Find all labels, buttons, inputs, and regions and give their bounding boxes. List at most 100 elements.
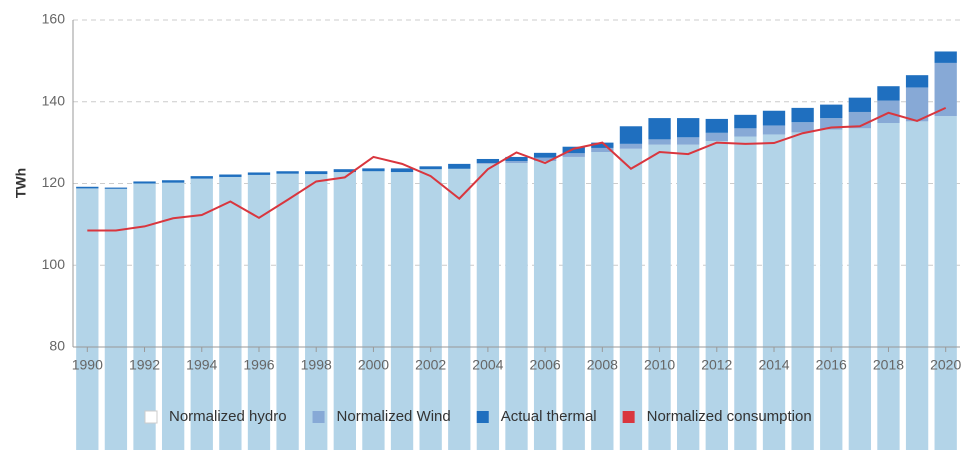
x-tick-label: 2012 [701, 357, 732, 373]
bar [648, 118, 671, 140]
bar [705, 118, 728, 133]
bar [219, 174, 242, 177]
x-tick-label: 1996 [243, 357, 274, 373]
bar [562, 153, 585, 157]
x-tick-label: 2006 [530, 357, 561, 373]
bar [448, 168, 471, 450]
bar [161, 180, 185, 183]
y-axis-label: TWh [13, 168, 29, 198]
x-tick-label: 1998 [301, 357, 332, 373]
y-tick-label: 100 [42, 256, 66, 272]
bar [390, 172, 414, 450]
bar [161, 182, 185, 450]
legend-label: Normalized Wind [337, 408, 451, 425]
x-tick-label: 1990 [72, 357, 103, 373]
bar [905, 75, 929, 88]
bar [104, 187, 128, 189]
x-tick-label: 2018 [873, 357, 904, 373]
bar [333, 169, 356, 173]
legend-swatch [312, 411, 325, 423]
bar [133, 183, 156, 450]
bar [762, 125, 786, 135]
bar [734, 128, 757, 137]
bar [905, 121, 929, 450]
bar [762, 110, 786, 126]
bar [505, 156, 528, 162]
bars [76, 51, 957, 450]
bar [848, 97, 872, 112]
bar [648, 139, 671, 145]
legend-label: Normalized hydro [169, 408, 287, 425]
bar [76, 186, 99, 189]
x-tick-label: 2000 [358, 357, 389, 373]
line [87, 106, 947, 232]
legend-label: Actual thermal [501, 408, 597, 425]
bar [104, 188, 128, 450]
bar [419, 166, 442, 170]
x-tick-label: 1992 [129, 357, 160, 373]
bar [219, 176, 242, 450]
bar [476, 158, 500, 164]
bar [476, 163, 500, 450]
bar [934, 51, 957, 63]
bar [734, 136, 757, 450]
y-tick-label: 140 [42, 92, 66, 108]
bar [591, 152, 614, 450]
bar [448, 163, 471, 169]
bar [848, 128, 872, 450]
bar [505, 161, 528, 164]
legend-swatch [144, 410, 158, 424]
bar [877, 123, 900, 450]
axes: 80 100 120 140 160 1990 1992 1994 1996 1998 2000 20… [42, 11, 962, 373]
bar [619, 148, 643, 450]
y-tick-label: 80 [49, 338, 65, 354]
x-tick-label: 2020 [930, 357, 961, 373]
bar [190, 176, 213, 179]
bar [705, 132, 728, 141]
x-tick-label: 2002 [415, 357, 446, 373]
x-tick-label: 2010 [644, 357, 675, 373]
bar [791, 132, 814, 450]
bar [820, 104, 843, 119]
bar [591, 147, 614, 153]
bar [362, 168, 385, 172]
bar [619, 143, 643, 149]
bar [762, 134, 786, 450]
y-tick-label: 160 [42, 11, 66, 27]
bar [247, 172, 271, 175]
bar [905, 87, 929, 122]
legend-label: Normalized consumption [647, 408, 812, 425]
bar [562, 156, 585, 450]
bar [533, 157, 557, 162]
legend-swatch [622, 411, 635, 423]
x-tick-label: 2014 [758, 357, 789, 373]
bar [877, 86, 900, 101]
bar [333, 172, 356, 450]
bar [791, 122, 814, 133]
bar [390, 168, 414, 173]
bar [820, 129, 843, 450]
x-tick-label: 2004 [472, 357, 503, 373]
bar [934, 116, 957, 450]
bar [133, 181, 156, 184]
bar [476, 163, 500, 164]
bar [362, 171, 385, 450]
bar [619, 126, 643, 144]
bar [76, 188, 99, 450]
bar [276, 171, 299, 174]
bar [276, 173, 299, 450]
bar [648, 144, 671, 450]
bar [820, 118, 843, 130]
legend: Normalized hydro Normalized Wind Actual th… [144, 408, 812, 425]
bar [677, 137, 700, 145]
bar [591, 142, 614, 148]
bar [533, 152, 557, 158]
bar [791, 107, 814, 123]
bar [305, 171, 328, 175]
bar [505, 163, 528, 450]
bar [705, 140, 728, 450]
bar [677, 144, 700, 450]
bar [247, 174, 271, 450]
legend-swatch [476, 411, 489, 423]
